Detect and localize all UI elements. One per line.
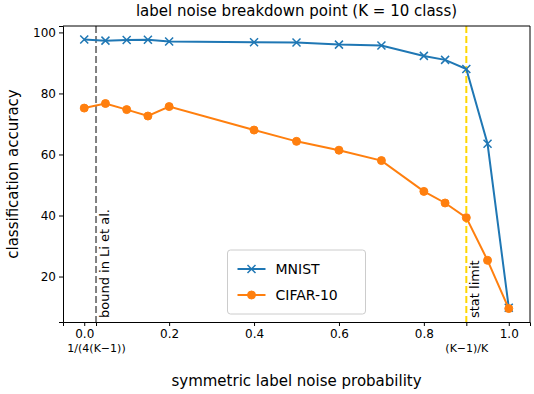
marker [462,65,470,73]
legend-box [228,250,366,314]
x-axis-title: symmetric label noise probability [171,372,421,390]
x-tick-label: 0.8 [415,327,434,341]
x-tick-mark [509,322,510,326]
legend-entry: CIFAR-10 [238,287,338,303]
x-tick-label: 0.2 [160,327,179,341]
legend: MNIST CIFAR-10 [228,250,366,314]
plot-area [80,26,513,322]
x-axis: 0.01/(4(K−1)) 0.2 0.4 0.6 0.8 (K−1)/K 1.0 [64,322,531,355]
marker [80,35,88,43]
y-tick-mark [59,216,63,217]
legend-marker [248,291,256,299]
y-tick-mark [59,93,63,94]
marker [484,256,492,264]
y-tick-mark [59,277,63,278]
marker [484,140,492,148]
annotation-label: bound in Li et al. [97,209,112,318]
x-tick: 1/(4(K−1)) [67,322,125,355]
marker [420,52,428,60]
marker [441,199,449,207]
x-tick-label: (K−1)/K [445,342,489,355]
legend-entry: MNIST [238,261,321,277]
y-tick-label: 40 [41,209,56,223]
x-tick-label: 0.4 [245,327,264,341]
y-axis-line [59,27,64,323]
marker [420,187,428,195]
title: label noise breakdown point (K = 10 clas… [136,2,457,20]
y-tick-mark [59,154,63,155]
marker [144,36,152,44]
x-tick: 0.6 [330,322,349,341]
y-tick: 80 [41,87,63,101]
y-tick-label: 80 [41,87,56,101]
annotation-label: stat limit [467,260,482,318]
marker [293,137,301,145]
x-axis-line [64,323,531,327]
marker [165,103,173,111]
legend-marker [248,265,256,273]
y-tick: 40 [41,209,63,223]
x-tick: 0.4 [245,322,264,341]
y-axis-title: classification accuracy [4,89,22,259]
series-line [84,39,509,307]
x-tick: 0.0 [75,322,94,341]
y-axis: 20 40 60 80 100 [33,26,63,323]
frame [63,26,530,322]
legend-label: MNIST [276,261,321,277]
marker [144,112,152,120]
marker [250,126,258,134]
y-tick-label: 100 [33,26,56,40]
marker [505,304,513,312]
x-tick-mark [424,322,425,326]
marker [250,38,258,46]
marker [101,100,109,108]
marker [123,36,131,44]
marker [165,38,173,46]
x-tick: (K−1)/K [445,322,489,355]
marker [441,56,449,64]
x-tick-mark [254,322,255,326]
x-tick-mark [466,322,467,326]
marker [80,104,88,112]
marker [377,42,385,50]
y-tick: 20 [41,270,63,284]
x-tick-mark [339,322,340,326]
y-tick-label: 20 [41,270,56,284]
x-tick-label: 0.6 [330,327,349,341]
x-tick-mark [169,322,170,326]
marker [335,146,343,154]
y-tick-mark [59,32,63,33]
x-tick-label: 0.0 [75,327,94,341]
marker [123,106,131,114]
marker [293,38,301,46]
x-tick-mark [96,322,97,326]
y-tick: 60 [41,148,63,162]
x-tick: 0.2 [160,322,179,341]
chart: label noise breakdown point (K = 10 clas… [0,0,534,394]
marker [101,37,109,45]
x-tick: 1.0 [500,322,519,341]
x-tick-label: 1/(4(K−1)) [67,342,125,355]
marker [505,305,513,313]
x-tick-label: 1.0 [500,327,519,341]
y-tick: 100 [33,26,63,40]
legend-label: CIFAR-10 [276,287,338,303]
y-tick-label: 60 [41,148,56,162]
marker [462,214,470,222]
x-tick: 0.8 [415,322,434,341]
x-tick-mark [84,322,85,326]
marker [377,157,385,165]
marker [335,41,343,49]
